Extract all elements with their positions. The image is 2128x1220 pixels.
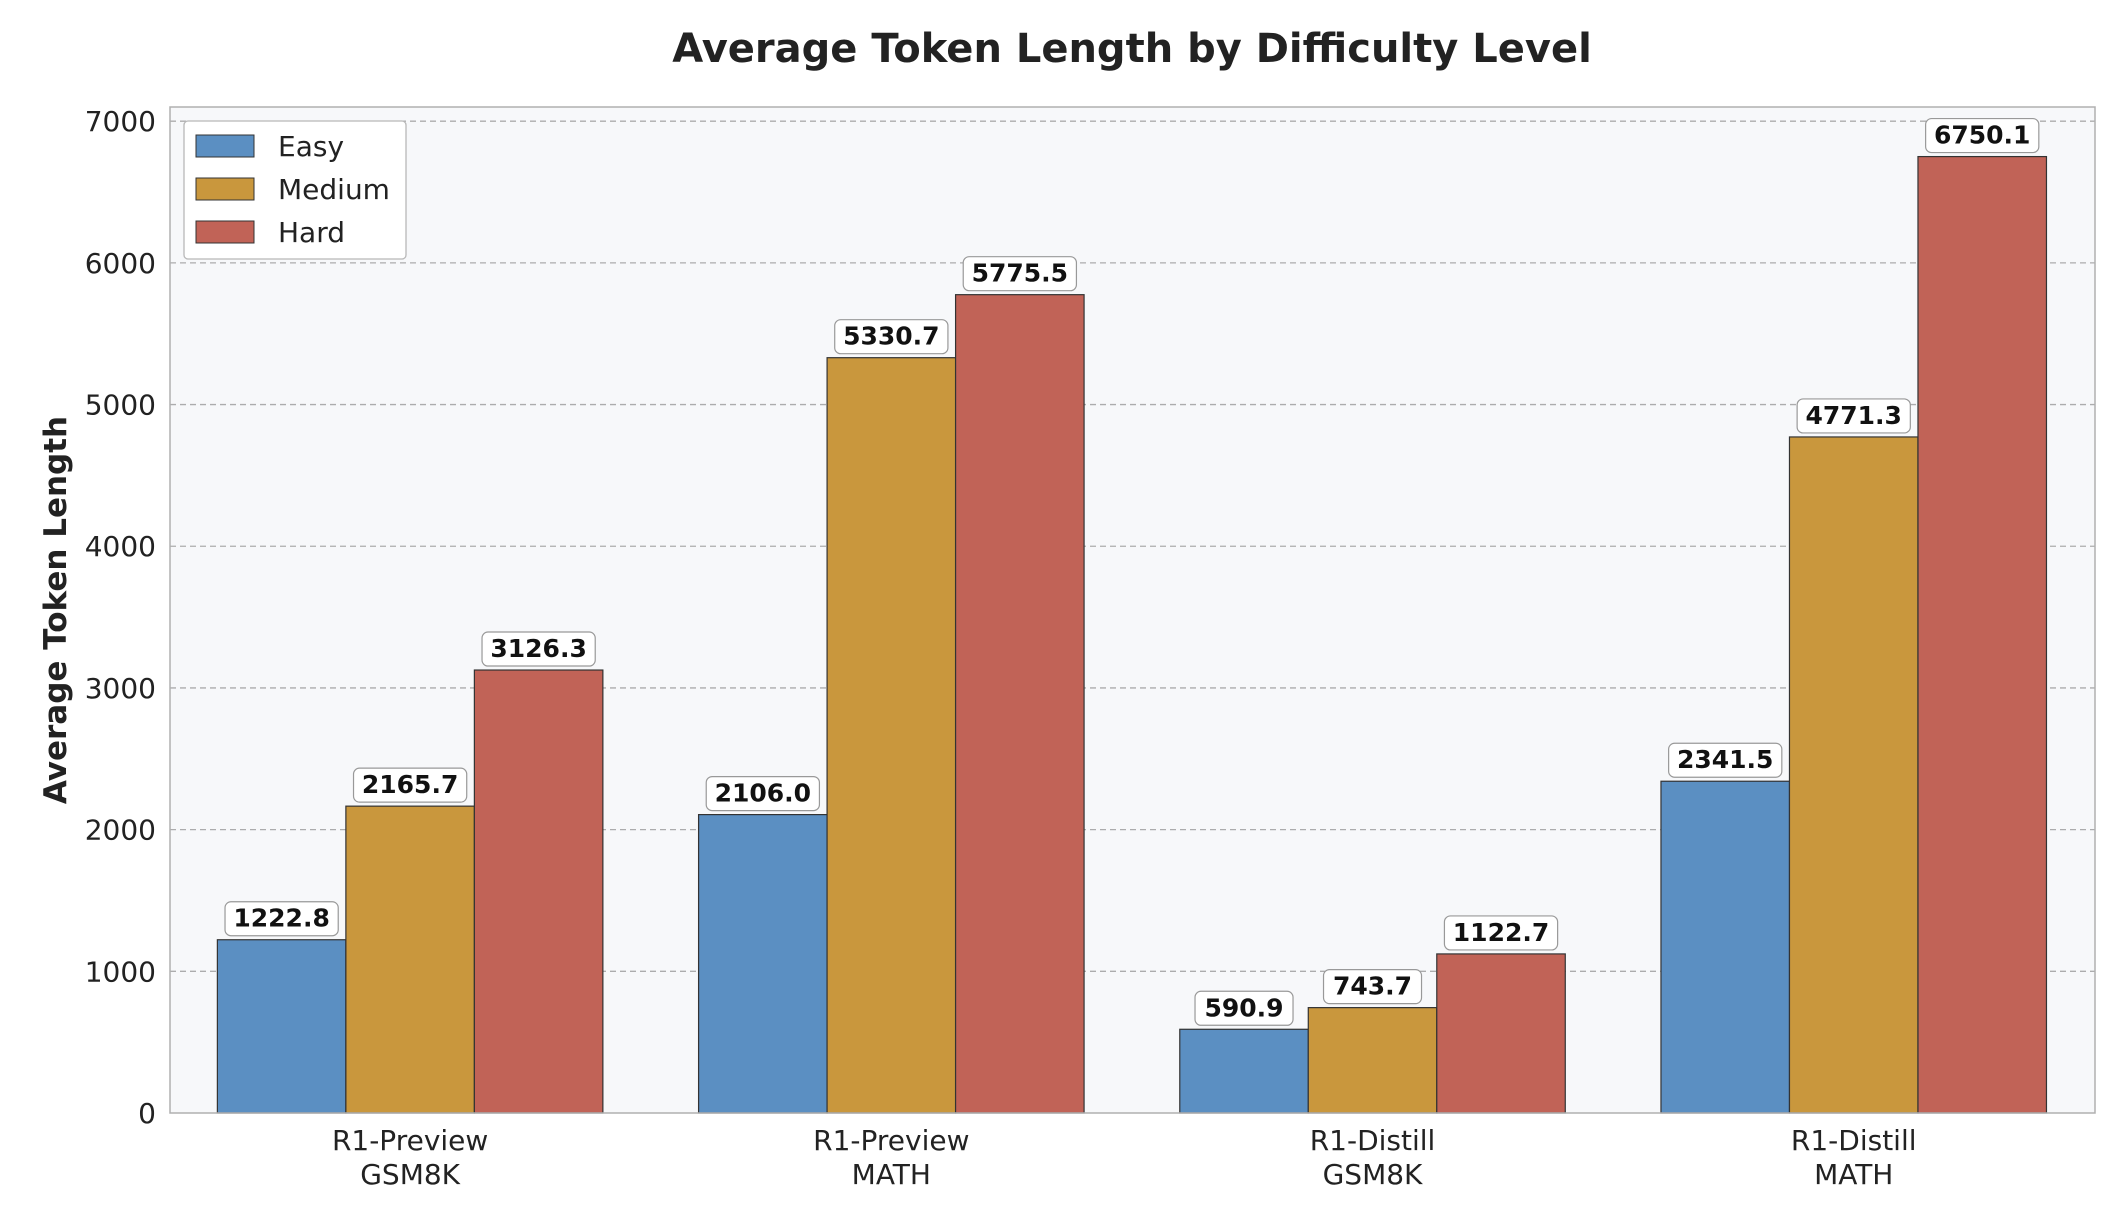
- legend-swatch: [195, 220, 255, 244]
- bar: [1307, 1007, 1438, 1114]
- x-axis-ticks: R1-PreviewGSM8KR1-PreviewMATHR1-DistillG…: [332, 1124, 1917, 1191]
- data-label: 2106.0: [715, 779, 811, 808]
- bar: [1179, 1028, 1309, 1114]
- data-label: 6750.1: [1934, 121, 2030, 150]
- x-tick-label: MATH: [852, 1158, 931, 1191]
- bar: [1788, 436, 1919, 1114]
- chart-title: Average Token Length by Difficulty Level: [672, 26, 1592, 72]
- legend-label: Hard: [278, 216, 345, 249]
- legend: Easy Medium Hard: [183, 120, 407, 260]
- data-label: 4771.3: [1805, 401, 1901, 430]
- bar: [697, 814, 828, 1114]
- bar: [1660, 780, 1791, 1114]
- x-tick-label: R1-Distill: [1791, 1124, 1917, 1157]
- data-label: 5775.5: [972, 259, 1068, 288]
- bar-value-labels: 1222.8 2165.7 3126.3 2106.0 5330.7 5775.5 590.…: [224, 117, 2040, 1026]
- bar: [954, 294, 1085, 1114]
- y-tick-label: 0: [138, 1097, 156, 1130]
- data-label: 3126.3: [490, 634, 586, 663]
- y-tick-label: 4000: [85, 530, 156, 563]
- y-axis-ticks: 0 1000 2000 3000 4000 5000 6000 7000: [85, 105, 156, 1130]
- legend-swatch: [195, 177, 255, 201]
- data-label-box: [1796, 398, 1911, 434]
- data-label: 2341.5: [1677, 745, 1773, 774]
- legend-label: Easy: [278, 130, 344, 163]
- data-label-box: [224, 901, 339, 937]
- x-tick-label: MATH: [1814, 1158, 1893, 1191]
- data-label-box: [962, 256, 1078, 292]
- bar: [345, 805, 475, 1114]
- bar: [1436, 953, 1566, 1114]
- data-label-box: [1925, 117, 2040, 154]
- plot-frame: [169, 106, 2096, 1114]
- y-tick-label: 5000: [85, 389, 156, 422]
- data-label: 1222.8: [233, 904, 329, 933]
- legend-label: Medium: [278, 173, 390, 206]
- y-tick-label: 3000: [85, 672, 156, 705]
- y-tick-label: 2000: [85, 814, 156, 847]
- x-tick-label: R1-Distill: [1310, 1124, 1436, 1157]
- bar: [1917, 155, 2048, 1114]
- y-tick-label: 7000: [85, 105, 156, 138]
- y-tick-label: 6000: [85, 247, 156, 280]
- bar: [216, 939, 347, 1114]
- data-label: 5330.7: [843, 322, 939, 351]
- data-label-box: [705, 776, 821, 812]
- data-label-box: [1668, 742, 1783, 778]
- bar: [473, 669, 604, 1114]
- legend-swatch: [195, 134, 255, 158]
- y-tick-label: 1000: [85, 955, 156, 988]
- data-label: 1122.7: [1453, 918, 1549, 947]
- data-label: 590.9: [1204, 993, 1283, 1022]
- x-tick-label: GSM8K: [360, 1158, 460, 1191]
- x-tick-label: GSM8K: [1323, 1158, 1423, 1191]
- data-label: 743.7: [1333, 972, 1412, 1001]
- bars: [216, 155, 2048, 1114]
- bar: [826, 357, 957, 1114]
- data-label-box: [834, 319, 949, 355]
- data-label: 2165.7: [362, 770, 458, 799]
- data-label-box: [1194, 990, 1294, 1026]
- data-label-box: [352, 767, 468, 803]
- y-axis-label: Average Token Length: [38, 416, 74, 804]
- x-tick-label: R1-Preview: [332, 1124, 488, 1157]
- data-label-box: [481, 631, 596, 667]
- data-label-box: [1322, 969, 1423, 1005]
- x-tick-label: R1-Preview: [813, 1124, 969, 1157]
- data-label-box: [1443, 915, 1559, 951]
